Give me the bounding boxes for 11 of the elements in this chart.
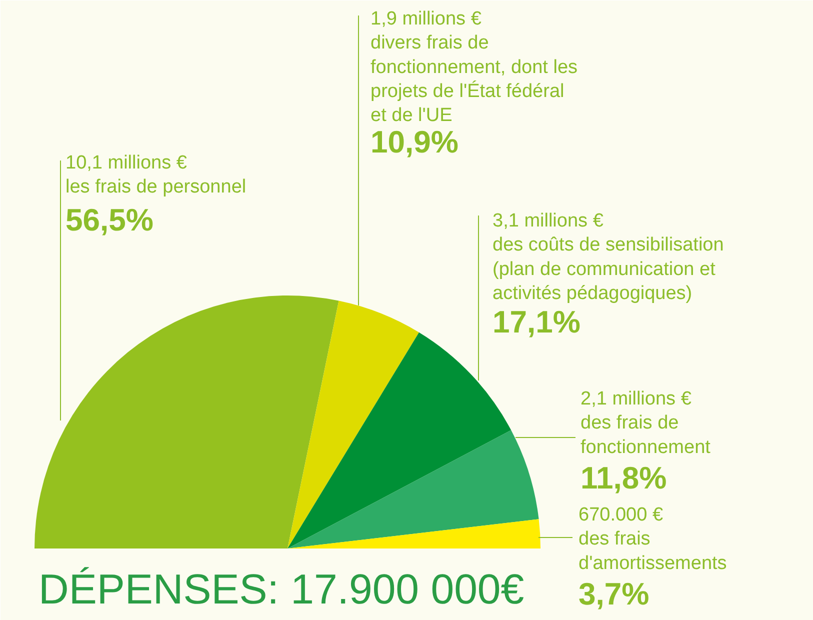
slice-label: 1,9 millions € divers frais de fonctionnement, dont les projets de l'État fédéral et de l'UE — [370, 8, 578, 126]
slice-label: 670.000 € des frais d'amortissements — [578, 504, 727, 574]
slice-label: 2,1 millions € des frais de fonctionnement — [580, 388, 712, 458]
slice-label: 3,1 millions € des coûts de sensibilisation (plan de communication et activités pédagogiques) — [492, 210, 724, 304]
data-label: 17,1% — [492, 304, 580, 340]
data-label: 3,7% — [578, 576, 650, 612]
data-label: 10,9% — [370, 124, 458, 160]
text: DÉPENSES: 17.900 000€ — [38, 566, 524, 612]
data-label: 11,8% — [580, 460, 667, 496]
slice-label: 10,1 millions € les frais de personnel — [66, 152, 246, 198]
data-label: 56,5% — [66, 202, 154, 238]
